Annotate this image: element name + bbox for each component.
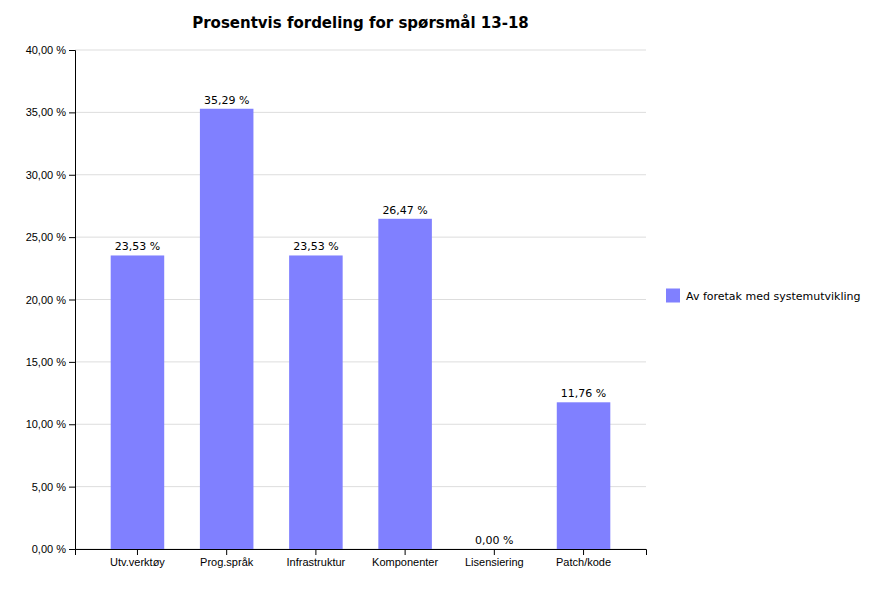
y-tick: 10,00 % [26,418,75,430]
y-tick: 35,00 % [26,106,75,118]
data-label: 0,00 % [475,534,513,547]
y-axis: 0,00 % 5,00 % 10,00 % 15,00 % 20,00 % 25,00 %… [26,44,76,555]
y-tick-label: 15,00 % [26,356,67,368]
bar [200,109,254,549]
x-tick-label: Lisensiering [465,556,524,568]
y-tick: 15,00 % [26,356,75,368]
x-tick: Prog.språk [200,549,254,568]
bar [557,402,611,549]
data-label: 11,76 % [561,387,606,400]
legend-label: Av foretak med systemutvikling [686,290,860,303]
bars [111,109,611,549]
x-tick-label: Infrastruktur [287,556,346,568]
plot: 23,53 % 35,29 % 23,53 % 26,47 % 0,00 % 11,76 … [26,44,647,568]
x-tick: Patch/kode [556,549,611,568]
chart: 23,53 % 35,29 % 23,53 % 26,47 % 0,00 % 11,76 … [0,0,896,599]
y-tick-label: 35,00 % [26,106,67,118]
y-tick: 30,00 % [26,169,75,181]
x-axis: Utv.verktøy Prog.språk Infrastruktur Kompon… [76,549,647,568]
y-tick-mark [69,237,75,238]
grid-line [75,50,646,51]
x-tick: Komponenter [372,549,438,568]
grid [75,50,646,549]
data-label: 23,53 % [293,240,338,253]
bar [468,549,522,550]
x-tick-label: Patch/kode [556,556,611,568]
y-tick-mark [69,50,75,51]
x-tick-mark [494,549,495,555]
y-tick: 20,00 % [26,294,75,306]
y-tick-mark [69,362,75,363]
y-tick-label: 40,00 % [26,44,67,56]
x-tick-mark [137,549,138,555]
x-tick-label: Prog.språk [200,556,254,568]
y-tick-label: 5,00 % [32,481,66,493]
y-tick-mark [69,300,75,301]
legend-swatch [666,289,680,303]
bar [378,219,432,549]
grid-line [75,174,646,175]
data-label: 35,29 % [204,94,249,107]
x-tick-mark [226,549,227,555]
y-tick: 25,00 % [26,231,75,243]
y-tick-mark [69,549,75,550]
y-axis-line [69,51,76,550]
legend: Av foretak med systemutvikling [666,289,860,303]
x-axis-line [76,550,647,556]
data-labels: 23,53 % 35,29 % 23,53 % 26,47 % 0,00 % 11,76 … [115,94,607,547]
y-tick: 5,00 % [32,481,75,493]
y-tick: 0,00 % [32,543,75,555]
x-tick-label: Komponenter [372,556,438,568]
title: Prosentvis fordeling for spørsmål 13-18 [192,14,529,32]
x-tick-mark [583,549,584,555]
legend-item: Av foretak med systemutvikling [666,289,860,303]
x-tick: Utv.verktøy [110,549,165,568]
x-tick: Lisensiering [465,549,524,568]
y-tick-label: 0,00 % [32,543,66,555]
y-tick-mark [69,487,75,488]
y-tick: 40,00 % [26,44,75,56]
data-label: 26,47 % [382,204,427,217]
x-tick: Infrastruktur [287,549,346,568]
y-tick-label: 20,00 % [26,294,67,306]
x-tick-label: Utv.verktøy [110,556,165,568]
data-label: 23,53 % [115,240,160,253]
y-tick-mark [69,112,75,113]
y-tick-label: 10,00 % [26,418,67,430]
bar [289,255,343,549]
bar [111,255,165,549]
grid-line [75,237,646,238]
y-tick-mark [69,175,75,176]
y-tick-label: 30,00 % [26,169,67,181]
x-tick-mark [405,549,406,555]
y-tick-mark [69,424,75,425]
x-tick-mark [315,549,316,555]
grid-line [75,112,646,113]
y-tick-label: 25,00 % [26,231,67,243]
